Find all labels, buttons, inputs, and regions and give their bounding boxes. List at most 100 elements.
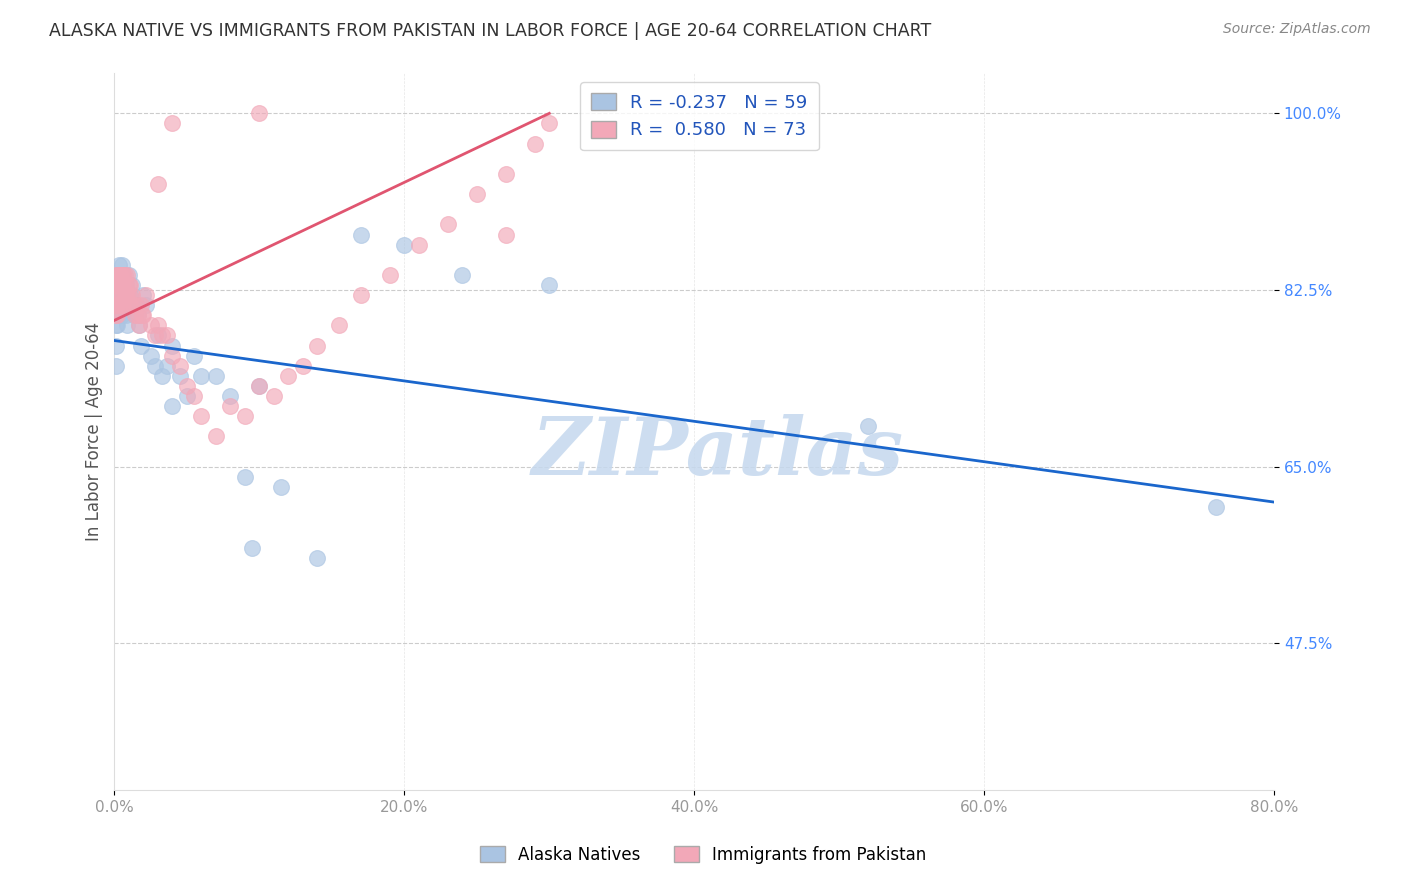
Point bbox=[104, 268, 127, 282]
Point bbox=[115, 278, 138, 293]
Legend: Alaska Natives, Immigrants from Pakistan: Alaska Natives, Immigrants from Pakistan bbox=[472, 839, 934, 871]
Point bbox=[233, 409, 256, 424]
Text: Source: ZipAtlas.com: Source: ZipAtlas.com bbox=[1223, 22, 1371, 37]
Point bbox=[104, 278, 127, 293]
Point bbox=[465, 187, 488, 202]
Point bbox=[219, 399, 242, 413]
Point bbox=[495, 167, 517, 181]
Point bbox=[104, 288, 127, 302]
Point bbox=[277, 368, 299, 383]
Point bbox=[146, 177, 169, 191]
Point bbox=[117, 318, 139, 333]
Point bbox=[115, 288, 138, 302]
Point bbox=[117, 288, 139, 302]
Point bbox=[117, 268, 139, 282]
Point bbox=[114, 268, 136, 282]
Point bbox=[350, 227, 373, 242]
Point bbox=[135, 288, 157, 302]
Point bbox=[176, 389, 198, 403]
Point bbox=[104, 288, 127, 302]
Point bbox=[128, 318, 150, 333]
Point bbox=[143, 328, 166, 343]
Point bbox=[129, 298, 152, 312]
Point bbox=[112, 278, 135, 293]
Point bbox=[111, 308, 134, 322]
Point bbox=[162, 116, 184, 130]
Point bbox=[378, 268, 401, 282]
Point bbox=[856, 419, 879, 434]
Point bbox=[118, 298, 141, 312]
Point bbox=[104, 318, 127, 333]
Point bbox=[107, 258, 129, 272]
Point bbox=[247, 379, 270, 393]
Point bbox=[538, 278, 561, 293]
Point bbox=[162, 399, 184, 413]
Point bbox=[183, 349, 205, 363]
Point bbox=[350, 288, 373, 302]
Point bbox=[124, 308, 146, 322]
Point bbox=[111, 258, 134, 272]
Point bbox=[146, 318, 169, 333]
Point bbox=[150, 368, 173, 383]
Point bbox=[132, 288, 155, 302]
Point bbox=[120, 288, 142, 302]
Y-axis label: In Labor Force | Age 20-64: In Labor Force | Age 20-64 bbox=[86, 322, 103, 541]
Point bbox=[105, 288, 128, 302]
Point bbox=[115, 308, 138, 322]
Point bbox=[125, 298, 148, 312]
Text: ALASKA NATIVE VS IMMIGRANTS FROM PAKISTAN IN LABOR FORCE | AGE 20-64 CORRELATION: ALASKA NATIVE VS IMMIGRANTS FROM PAKISTA… bbox=[49, 22, 931, 40]
Point bbox=[139, 349, 162, 363]
Point bbox=[169, 359, 191, 373]
Point bbox=[291, 359, 314, 373]
Point bbox=[105, 308, 128, 322]
Point bbox=[240, 541, 263, 555]
Point bbox=[107, 288, 129, 302]
Point bbox=[162, 338, 184, 352]
Point bbox=[108, 268, 131, 282]
Point bbox=[146, 328, 169, 343]
Point bbox=[108, 298, 131, 312]
Point bbox=[139, 318, 162, 333]
Point bbox=[120, 278, 142, 293]
Point bbox=[105, 318, 128, 333]
Point bbox=[111, 278, 134, 293]
Point bbox=[118, 288, 141, 302]
Point bbox=[105, 268, 128, 282]
Point bbox=[155, 328, 177, 343]
Text: ZIPatlas: ZIPatlas bbox=[531, 414, 904, 491]
Point bbox=[112, 288, 135, 302]
Point bbox=[132, 308, 155, 322]
Point bbox=[538, 116, 561, 130]
Point bbox=[131, 308, 153, 322]
Point bbox=[118, 268, 141, 282]
Point bbox=[129, 338, 152, 352]
Point bbox=[122, 298, 145, 312]
Point bbox=[247, 379, 270, 393]
Point bbox=[219, 389, 242, 403]
Point bbox=[127, 308, 149, 322]
Point bbox=[111, 268, 134, 282]
Point bbox=[135, 298, 157, 312]
Point bbox=[1205, 500, 1227, 515]
Point bbox=[183, 389, 205, 403]
Point bbox=[190, 368, 212, 383]
Point bbox=[114, 278, 136, 293]
Point bbox=[111, 278, 134, 293]
Point bbox=[127, 308, 149, 322]
Point bbox=[104, 308, 127, 322]
Point bbox=[112, 268, 135, 282]
Point bbox=[394, 237, 416, 252]
Point bbox=[120, 298, 142, 312]
Point bbox=[205, 429, 228, 443]
Point bbox=[104, 338, 127, 352]
Point bbox=[307, 550, 329, 565]
Point bbox=[523, 136, 546, 151]
Point bbox=[155, 359, 177, 373]
Point bbox=[118, 278, 141, 293]
Point bbox=[263, 389, 285, 403]
Point bbox=[437, 218, 460, 232]
Point bbox=[114, 298, 136, 312]
Point bbox=[105, 288, 128, 302]
Point bbox=[408, 237, 430, 252]
Point bbox=[270, 480, 292, 494]
